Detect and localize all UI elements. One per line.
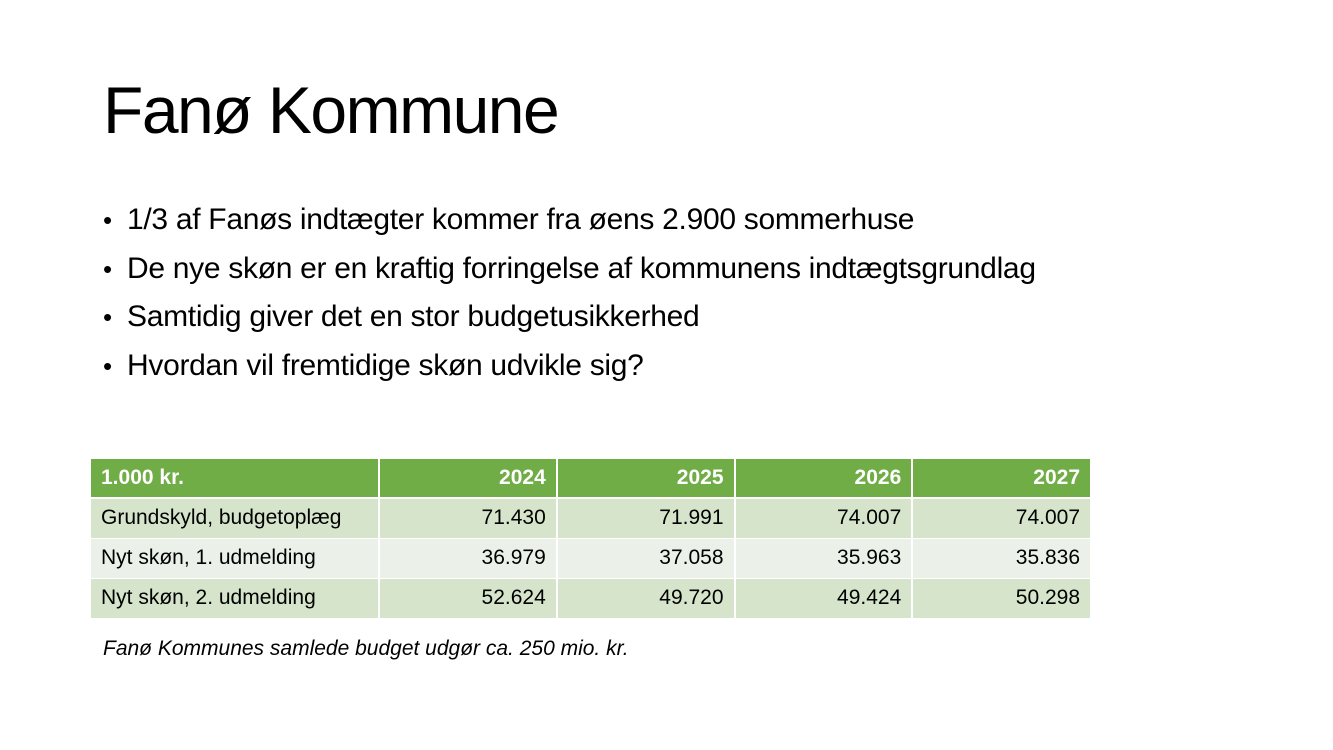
bullet-item: • 1/3 af Fanøs indtægter kommer fra øens … [103,196,1036,245]
bullet-dot-icon: • [103,205,112,235]
bullet-item: • De nye skøn er en kraftig forringelse a… [103,245,1036,294]
table-cell: 71.991 [556,498,736,539]
table-cell: 35.963 [734,538,914,579]
table-cell: 74.007 [912,498,1090,539]
table-header-cell: 1.000 kr. [91,459,380,499]
table-cell: 74.007 [734,498,914,539]
bullet-text: Samtidig giver det en stor budgetusikker… [127,300,700,333]
table-cell: 52.624 [379,578,558,619]
bullet-text: Hvordan vil fremtidige skøn udvikle sig? [127,348,644,382]
table-cell: 49.424 [734,578,914,619]
bullet-dot-icon: • [103,350,112,381]
table-cell: 71.430 [379,498,558,539]
table-header-cell: 2026 [734,459,914,499]
bullet-text: 1/3 af Fanøs indtægter kommer fra øens 2… [127,203,915,236]
table-row: Nyt skøn, 1. udmelding 36.979 37.058 35.… [91,538,1090,579]
table-cell: 37.058 [556,538,736,579]
bullet-list: • 1/3 af Fanøs indtægter kommer fra øens … [103,196,1036,390]
table-header-cell: 2027 [912,459,1090,499]
table-cell: 36.979 [379,538,558,579]
bullet-item: • Hvordan vil fremtidige skøn udvikle sig… [103,342,1036,391]
table-row: Grundskyld, budgetoplæg 71.430 71.991 74… [91,498,1090,539]
bullet-text: De nye skøn er en kraftig forringelse af… [127,251,1036,285]
budget-table: 1.000 kr. 2024 2025 2026 2027 Grundskyld… [91,459,1090,619]
table-cell: Grundskyld, budgetoplæg [91,498,380,539]
table-cell: 50.298 [912,578,1090,619]
table-row: Nyt skøn, 2. udmelding 52.624 49.720 49.… [91,578,1090,619]
slide-title: Fanø Kommune [103,73,560,147]
table-header-row: 1.000 kr. 2024 2025 2026 2027 [91,459,1090,499]
table-cell: Nyt skøn, 2. udmelding [91,578,380,619]
table-cell: Nyt skøn, 1. udmelding [91,538,380,579]
bullet-dot-icon: • [103,253,112,284]
bullet-item: • Samtidig giver det en stor budgetusikke… [103,293,1036,342]
budget-note: Fanø Kommunes samlede budget udgør ca. 2… [103,637,629,660]
table-cell: 49.720 [556,578,736,619]
table-header-cell: 2024 [379,459,558,499]
bullet-dot-icon: • [103,302,112,332]
table-header-cell: 2025 [556,459,736,499]
table-cell: 35.836 [912,538,1090,579]
